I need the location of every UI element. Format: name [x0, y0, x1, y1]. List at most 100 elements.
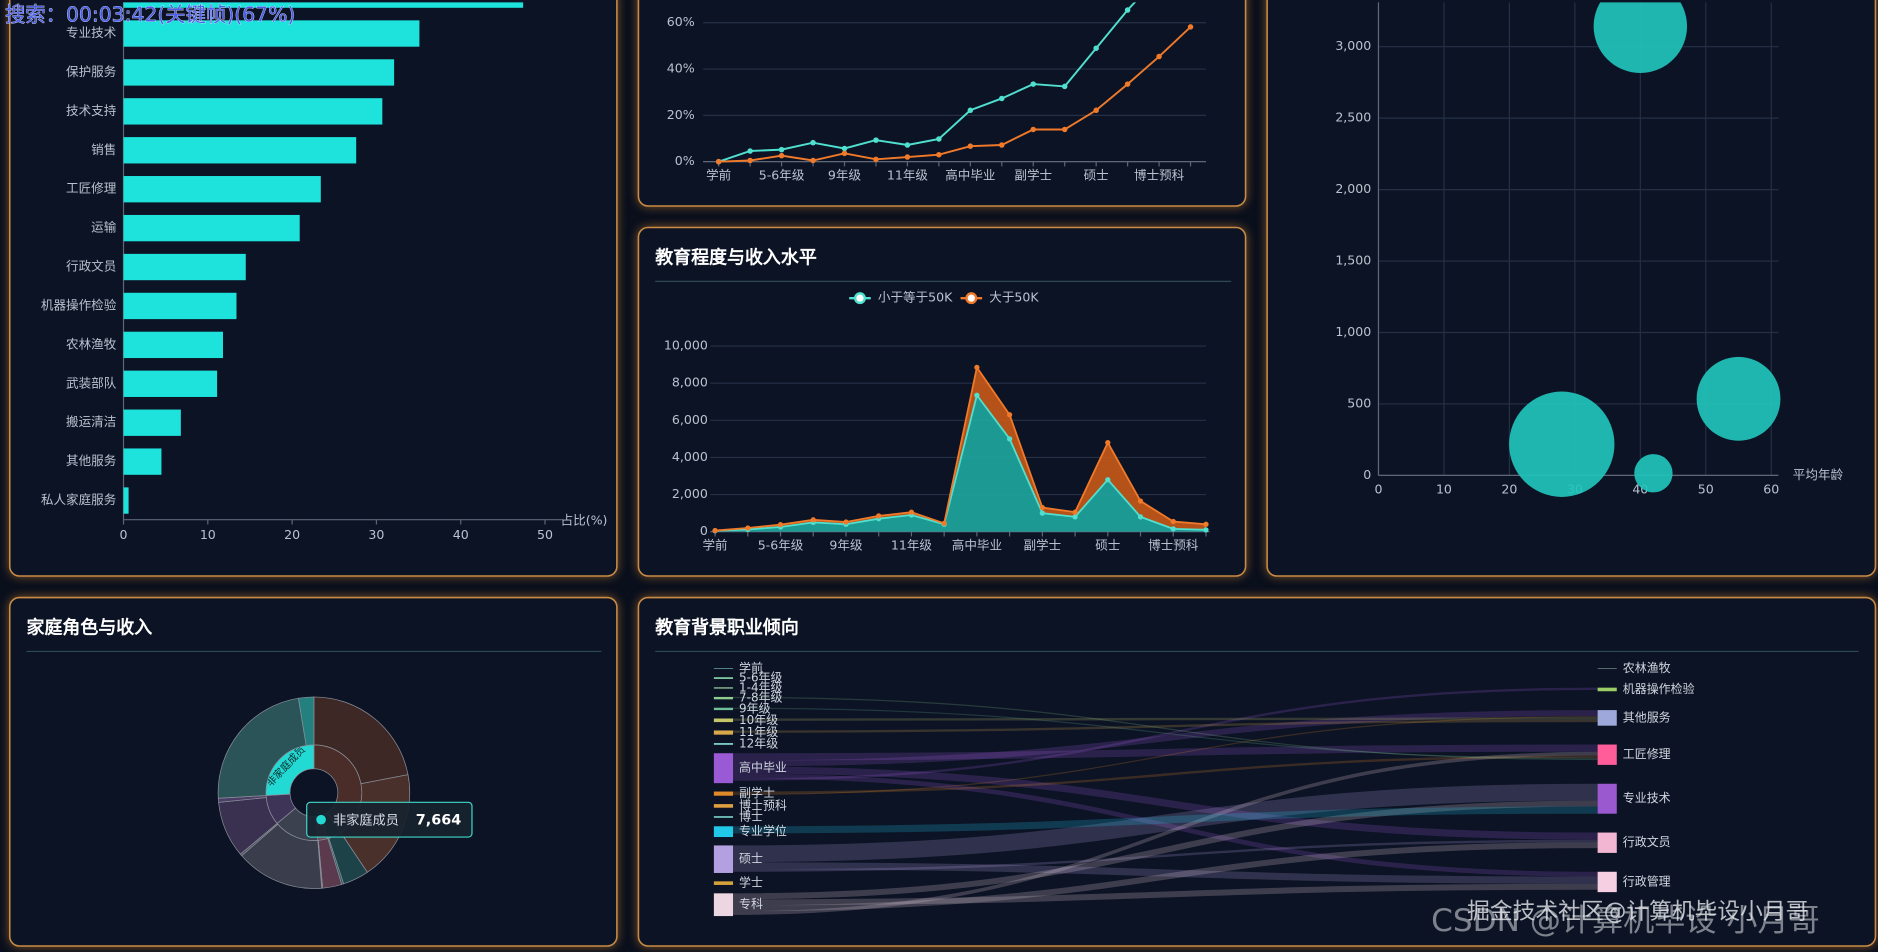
data-point — [974, 364, 980, 371]
node-label: 专科 — [739, 896, 763, 911]
y-tick-label: 4,000 — [672, 449, 708, 464]
x-tick-label: 0 — [1374, 481, 1382, 496]
sankey-link — [733, 862, 1598, 884]
data-point — [999, 95, 1005, 102]
node-label: 农林渔牧 — [1623, 661, 1671, 675]
data-point — [1170, 526, 1176, 532]
data-point — [778, 152, 785, 159]
legend-marker — [965, 292, 978, 305]
sankey-node — [713, 826, 734, 838]
y-tick-label: 销售 — [91, 142, 116, 157]
y-tick-label: 其他服务 — [66, 453, 117, 468]
panel — [8, 0, 618, 577]
sankey-node — [713, 696, 734, 700]
y-tick-label: 60% — [667, 14, 695, 29]
sunburst-segment — [298, 696, 315, 746]
chart: 学前5-6年级1-4年级7-8年级9年级10年级11年级12年级高中毕业副学士博… — [713, 660, 1695, 917]
bar — [123, 176, 321, 203]
chart: 010203040506005001,0001,5002,0002,5003,0… — [1335, 2, 1843, 497]
x-tick-label: 学前 — [703, 538, 728, 553]
node-label: 1-4年级 — [739, 680, 783, 694]
x-tick-label: 高中毕业 — [945, 168, 995, 183]
data-point — [1006, 436, 1013, 442]
bar — [123, 370, 218, 397]
node-label: 10年级 — [739, 713, 778, 727]
sankey-link — [733, 766, 1598, 840]
node-label: 博士 — [739, 808, 763, 823]
data-point — [1030, 126, 1036, 133]
y-tick-label: 20% — [667, 107, 695, 122]
node-label: 行政文员 — [1623, 834, 1671, 849]
bar — [123, 20, 420, 47]
x-tick-label: 9年级 — [828, 168, 862, 183]
sankey-node — [713, 753, 734, 784]
sunburst-segment — [313, 696, 409, 785]
x-tick-label: 10 — [200, 527, 216, 542]
x-tick-label: 11年级 — [891, 538, 933, 553]
data-point — [778, 146, 785, 153]
x-tick-label: 50 — [1698, 481, 1714, 496]
x-tick-label: 0 — [120, 527, 128, 542]
watermark: CSDN @计算机毕设 小月哥 — [1431, 903, 1820, 939]
y-tick-label: 40% — [667, 61, 695, 76]
sankey-node — [713, 668, 734, 669]
data-point — [777, 521, 784, 528]
data-point — [1072, 514, 1078, 520]
sankey-link — [733, 744, 1598, 761]
bar — [123, 292, 237, 320]
bubble — [1509, 391, 1615, 497]
chart: 0% 20% 40% 60% 学前 5-6年级 9年级 11年级 高中毕业 副学士 硕士 博士预科 — [667, 2, 1207, 183]
sankey-link — [733, 783, 1598, 863]
y-tick-label: 0 — [1363, 467, 1371, 482]
bar — [123, 253, 246, 281]
panel — [8, 596, 618, 947]
y-tick-label: 行政文员 — [66, 259, 116, 274]
data-point — [1061, 83, 1068, 90]
data-point — [999, 142, 1005, 148]
y-tick-label: 搬运清洁 — [66, 414, 116, 429]
bubble — [1634, 454, 1673, 493]
y-tick-label: 工匠修理 — [66, 181, 117, 196]
data-point — [1030, 81, 1036, 87]
y-tick-label: 农林渔牧 — [66, 336, 117, 351]
sankey-node — [713, 881, 734, 885]
x-tick-label: 11年级 — [887, 168, 929, 183]
bar — [123, 448, 162, 475]
data-point — [841, 145, 848, 152]
data-point — [873, 156, 879, 163]
data-point — [967, 107, 974, 114]
node-label: 专业技术 — [1623, 790, 1671, 805]
sankey-link — [733, 755, 1598, 794]
x-tick-label: 9年级 — [829, 538, 863, 553]
data-point — [747, 148, 753, 154]
bar — [123, 2, 524, 8]
y-tick-label: 私人家庭服务 — [41, 492, 117, 507]
sankey-node — [1597, 710, 1617, 726]
sankey-link — [733, 806, 1598, 834]
node-label: 学前 — [739, 660, 763, 675]
data-point — [873, 137, 879, 143]
data-point — [1187, 24, 1194, 30]
data-point — [810, 139, 816, 146]
sankey-link — [733, 707, 1598, 759]
tooltip-value: 7,664 — [416, 812, 461, 828]
panel — [637, 596, 1877, 947]
x-tick-label: 40 — [453, 527, 469, 542]
sankey-link — [733, 717, 1598, 721]
bubble — [1696, 356, 1781, 441]
area-fill — [715, 395, 1206, 532]
sankey-link — [733, 773, 1598, 877]
panel-title: 家庭角色与收入 — [27, 617, 153, 639]
bar — [123, 331, 223, 359]
data-point — [936, 136, 942, 142]
x-tick-label: 5-6年级 — [759, 168, 805, 183]
data-point — [1105, 439, 1111, 446]
chart: 0 2,000 4,000 6,000 8,000 10,000 学前 5-6年级 9年级 11年… — [664, 290, 1210, 553]
y-tick-label: 1,000 — [1335, 324, 1371, 339]
sankey-node — [1597, 832, 1617, 853]
y-tick-label: 10,000 — [664, 338, 708, 353]
x-tick-label: 60 — [1763, 481, 1779, 496]
data-point — [745, 525, 751, 531]
sankey-link — [733, 719, 1598, 733]
